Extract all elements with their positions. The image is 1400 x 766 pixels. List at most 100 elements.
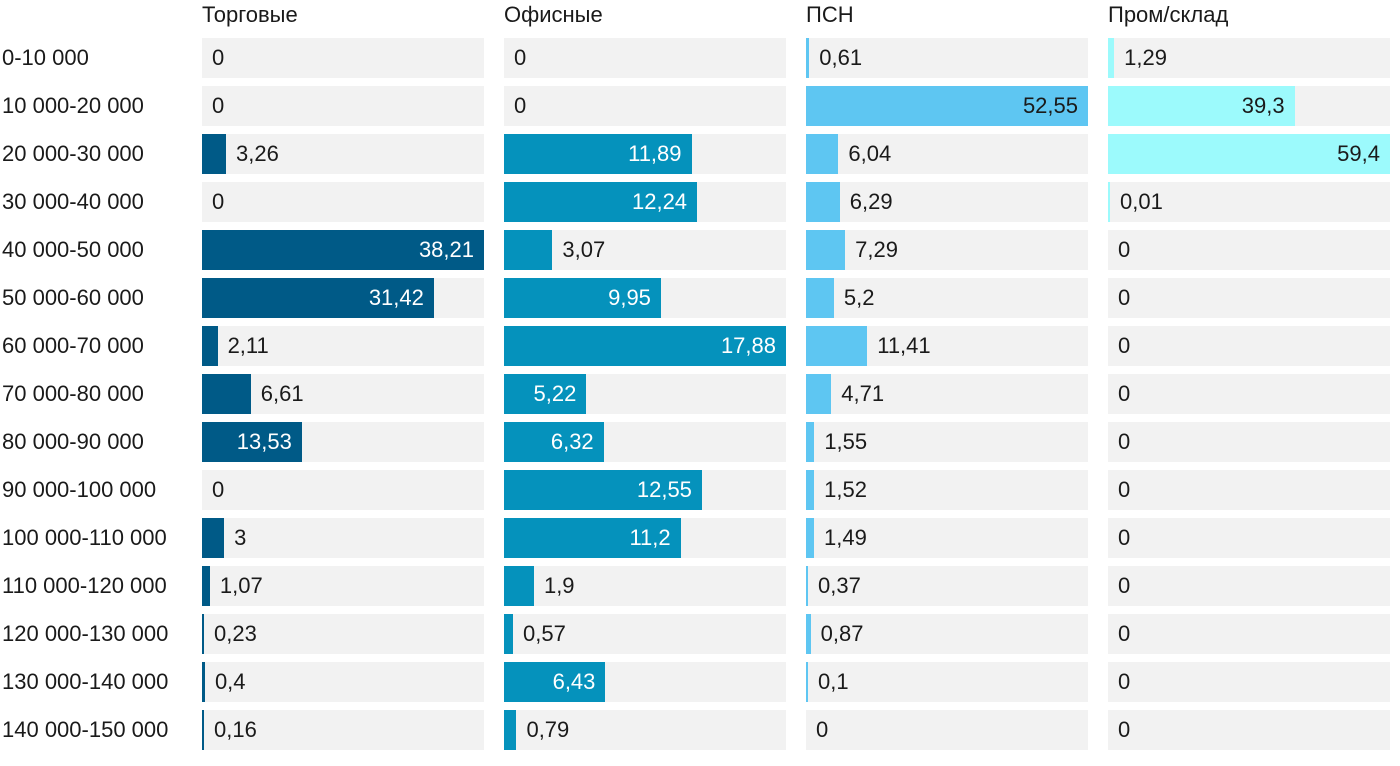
bar [806, 614, 811, 654]
bar-track: 0 [1108, 230, 1390, 270]
data-label: 9,95 [608, 285, 651, 310]
data-label: 0 [1118, 573, 1131, 598]
bar-track: 12,24 [504, 182, 786, 222]
bar-track: 0 [1108, 614, 1390, 654]
bar-track: 0,23 [202, 614, 484, 654]
data-label: 0,23 [214, 621, 257, 646]
bar-track: 7,29 [806, 230, 1088, 270]
bar [202, 662, 205, 702]
bar [504, 374, 587, 414]
data-label: 0 [1118, 333, 1131, 358]
bar-track: 9,95 [504, 278, 786, 318]
bar [504, 326, 786, 366]
bar [806, 278, 834, 318]
data-label: 5,22 [533, 381, 577, 406]
bar-track: 0 [504, 86, 786, 126]
bar [202, 518, 225, 558]
bar [1108, 38, 1115, 78]
bar [504, 662, 606, 702]
bar [504, 278, 661, 318]
data-label: 0 [212, 189, 225, 214]
bar [504, 230, 553, 270]
bar [504, 566, 534, 606]
bar [202, 710, 204, 750]
data-label: 0 [212, 45, 225, 70]
row-label: 0-10 000 [2, 45, 89, 70]
bar-track: 3,26 [202, 134, 484, 174]
data-label: 1,49 [823, 525, 867, 550]
bar-track: 6,32 [504, 422, 786, 462]
row-label: 120 000-130 000 [2, 621, 169, 646]
data-label: 0 [514, 93, 527, 118]
data-label: 0 [514, 45, 527, 70]
data-label: 7,29 [855, 237, 898, 262]
bar-track: 5,22 [504, 374, 786, 414]
bar-track: 0,79 [504, 710, 786, 750]
data-label: 0 [1118, 285, 1131, 310]
data-label: 12,24 [631, 189, 688, 214]
bar-track: 1,07 [202, 566, 484, 606]
data-label: 0 [1118, 669, 1131, 694]
bar-track: 11,89 [504, 134, 786, 174]
bar-track: 52,55 [806, 86, 1088, 126]
row-label: 30 000-40 000 [2, 189, 144, 214]
bar [202, 326, 218, 366]
bar [806, 86, 1088, 126]
bar [806, 374, 832, 414]
bar-track: 0,01 [1108, 182, 1390, 222]
bar [504, 422, 604, 462]
bar-track: 0 [1108, 470, 1390, 510]
bar [504, 518, 681, 558]
bar-track: 1,52 [806, 470, 1088, 510]
bar-track: 6,04 [806, 134, 1088, 174]
data-label: 0 [1118, 381, 1131, 406]
bar-track: 0 [1108, 662, 1390, 702]
bar [202, 230, 484, 270]
data-label: 0,1 [818, 669, 849, 694]
row-label: 140 000-150 000 [2, 717, 169, 742]
data-label: 1,07 [219, 573, 263, 598]
bar-track: 0,1 [806, 662, 1088, 702]
bar [806, 182, 840, 222]
data-label: 11,2 [629, 525, 671, 550]
bar-track: 1,49 [806, 518, 1088, 558]
bar-track: 0 [1108, 278, 1390, 318]
data-label: 1,55 [824, 429, 868, 454]
row-label: 50 000-60 000 [2, 285, 144, 310]
bar [504, 182, 698, 222]
data-label: 1,29 [1124, 45, 1167, 70]
data-label: 12,55 [636, 477, 692, 502]
bar [202, 374, 251, 414]
data-label: 31,42 [368, 285, 424, 310]
bar [806, 230, 846, 270]
data-label: 3,07 [562, 237, 606, 262]
bar-track: 31,42 [202, 278, 484, 318]
bar-track: 0,61 [806, 38, 1088, 78]
bar-track: 0 [1108, 566, 1390, 606]
data-label: 3,26 [236, 141, 279, 166]
data-label: 11,41 [877, 333, 931, 358]
row-label: 20 000-30 000 [2, 141, 144, 166]
bar-track: 0 [202, 470, 484, 510]
bar [504, 614, 513, 654]
data-label: 0 [1118, 429, 1131, 454]
data-label: 6,61 [260, 381, 304, 406]
bar [504, 134, 692, 174]
data-label: 0,16 [214, 717, 257, 742]
data-label: 4,71 [841, 381, 885, 406]
bar-track: 38,21 [202, 230, 484, 270]
bar [202, 566, 210, 606]
bar-track: 11,41 [806, 326, 1088, 366]
bar-track: 1,9 [504, 566, 786, 606]
row-label: 60 000-70 000 [2, 333, 144, 358]
data-label: 38,21 [418, 237, 474, 262]
bar [1108, 86, 1295, 126]
data-label: 0,57 [522, 621, 566, 646]
row-label: 100 000-110 000 [2, 525, 167, 550]
bar [806, 518, 814, 558]
bar [202, 134, 227, 174]
data-label: 6,04 [848, 141, 892, 166]
data-label: 0,87 [820, 621, 864, 646]
bar-track: 0 [1108, 374, 1390, 414]
